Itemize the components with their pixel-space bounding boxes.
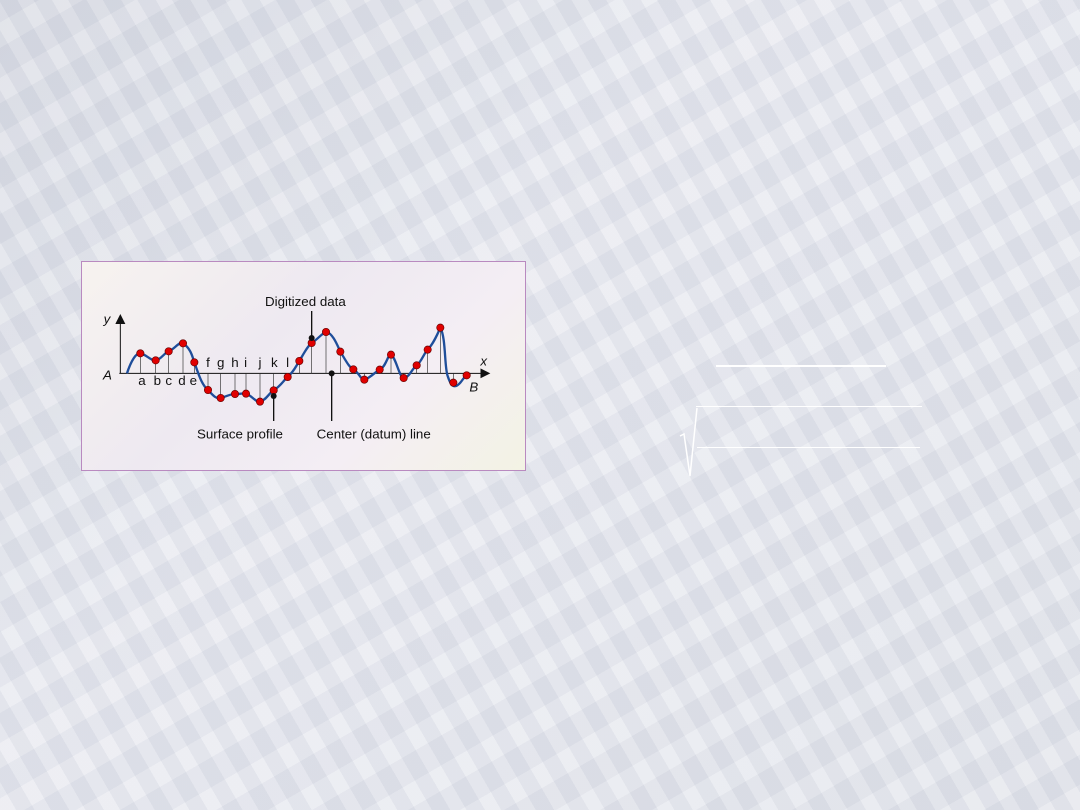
point-label: l [286, 355, 289, 370]
digitized-point [295, 357, 304, 365]
digitized-point [204, 386, 212, 394]
surface-profile-label: Surface profile [197, 426, 283, 441]
digitized-point [423, 345, 432, 354]
center-line-marker [328, 370, 335, 377]
digitized-point [436, 323, 445, 332]
center-line-label: Center (datum) line [317, 426, 431, 441]
digitized-point [231, 390, 239, 398]
digitized-point [164, 347, 173, 356]
point-label: a [138, 373, 146, 388]
digitized-point [336, 347, 345, 356]
digitized-point [190, 358, 199, 367]
digitized-point [283, 373, 292, 381]
point-label: e [190, 373, 197, 388]
digitized-data-marker [308, 335, 315, 341]
point-label: k [271, 355, 278, 370]
point-label: b [154, 373, 161, 388]
digitized-point [216, 394, 225, 402]
y-axis-label: y [103, 312, 112, 327]
digitized-point [349, 365, 358, 374]
formula-fraction-line [697, 447, 920, 448]
figure-title: Digitized data [265, 294, 346, 309]
start-label: A [102, 367, 112, 382]
point-label: f [206, 355, 210, 370]
digitized-point [256, 397, 264, 406]
formula-numerator-line [716, 365, 886, 367]
point-label: d [178, 373, 185, 388]
point-label: g [217, 355, 224, 370]
formula-radical-bar [696, 406, 922, 407]
digitized-point [375, 365, 384, 374]
surface-profile-figure: Digitized data y x A B Surface profile C… [81, 261, 526, 471]
surface-profile-marker [270, 393, 277, 399]
point-label: j [258, 355, 262, 370]
digitized-point [242, 389, 250, 398]
digitized-point [449, 378, 458, 387]
point-label: i [244, 355, 247, 370]
digitized-point [151, 356, 160, 365]
end-label: B [469, 380, 478, 395]
profile-diagram: Digitized data y x A B Surface profile C… [102, 294, 491, 441]
digitized-point [462, 371, 471, 380]
digitized-point [387, 350, 395, 359]
digitized-point [399, 374, 408, 382]
digitized-point [179, 339, 187, 348]
surface-profile-curve [125, 326, 468, 403]
digitized-point [412, 361, 421, 370]
digitized-point [322, 328, 330, 336]
digitized-point [360, 375, 369, 384]
point-label: h [231, 355, 238, 370]
x-axis-label: x [479, 353, 488, 368]
square-root-icon [679, 407, 698, 477]
digitized-point [136, 349, 145, 358]
digitized-point [269, 386, 278, 395]
point-label: c [165, 373, 172, 388]
